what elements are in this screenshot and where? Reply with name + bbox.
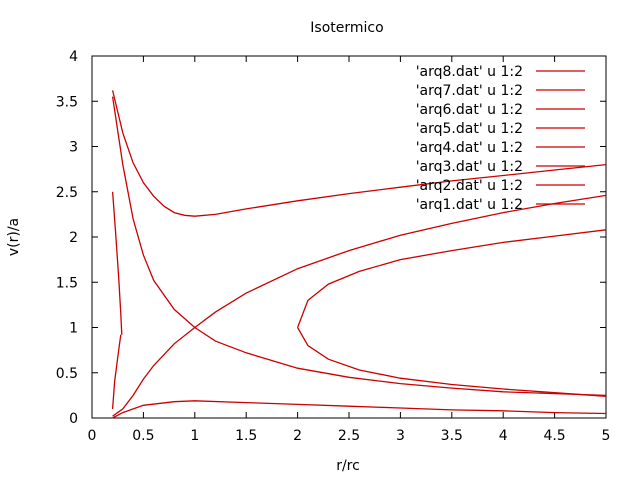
legend-label: 'arq1.dat' u 1:2 xyxy=(416,197,523,213)
legend-label: 'arq7.dat' u 1:2 xyxy=(416,83,523,99)
y-tick-label: 3 xyxy=(69,140,78,156)
series-line-4 xyxy=(296,229,607,328)
x-axis-label: r/rc xyxy=(336,458,360,474)
y-axis-label: v(r)/a xyxy=(6,218,22,256)
y-tick-label: 3.5 xyxy=(56,94,78,110)
y-tick-label: 0 xyxy=(69,411,78,427)
series-line-7 xyxy=(111,191,123,335)
x-tick-label: 1 xyxy=(190,428,199,444)
chart-title: Isotermico xyxy=(310,20,383,36)
y-tick-label: 4 xyxy=(69,49,78,65)
y-tick-label: 1 xyxy=(69,321,78,337)
legend-label: 'arq3.dat' u 1:2 xyxy=(416,159,523,175)
series-line-1 xyxy=(111,90,607,217)
plot-frame xyxy=(91,55,607,419)
legend-label: 'arq5.dat' u 1:2 xyxy=(416,121,523,137)
x-tick-label: 5 xyxy=(602,428,611,444)
y-tick-label: 1.5 xyxy=(56,275,78,291)
x-tick-label: 4 xyxy=(499,428,508,444)
series-layer xyxy=(111,90,607,419)
legend-label: 'arq6.dat' u 1:2 xyxy=(416,102,523,118)
plot-area: 0 0.5 1 1.5 2 2.5 3 3.5 4 4.5 5 0 0.5 1 1.5 2 2.5 3 3.5 4 xyxy=(56,49,611,444)
series-line-6 xyxy=(111,334,122,409)
legend-label: 'arq8.dat' u 1:2 xyxy=(416,64,523,80)
y-tick-label: 0.5 xyxy=(56,366,78,382)
x-tick-label: 1.5 xyxy=(235,428,257,444)
y-tick-label: 2 xyxy=(69,230,78,246)
series-line-2 xyxy=(111,96,607,397)
legend: 'arq8.dat' u 1:2 'arq7.dat' u 1:2 'arq6.da… xyxy=(416,64,585,213)
x-tick-label: 2 xyxy=(293,428,302,444)
legend-label: 'arq4.dat' u 1:2 xyxy=(416,140,523,156)
x-tick-label: 3 xyxy=(396,428,405,444)
x-tick-label: 4.5 xyxy=(543,428,565,444)
series-line-3 xyxy=(112,194,607,417)
legend-label: 'arq2.dat' u 1:2 xyxy=(416,178,523,194)
series-line-8 xyxy=(112,400,607,419)
x-tick-label: 3.5 xyxy=(441,428,463,444)
y-tick-label: 2.5 xyxy=(56,185,78,201)
series-line-5 xyxy=(297,327,607,397)
x-tick-label: 2.5 xyxy=(338,428,360,444)
x-tick-label: 0.5 xyxy=(132,428,154,444)
x-tick-label: 0 xyxy=(88,428,97,444)
